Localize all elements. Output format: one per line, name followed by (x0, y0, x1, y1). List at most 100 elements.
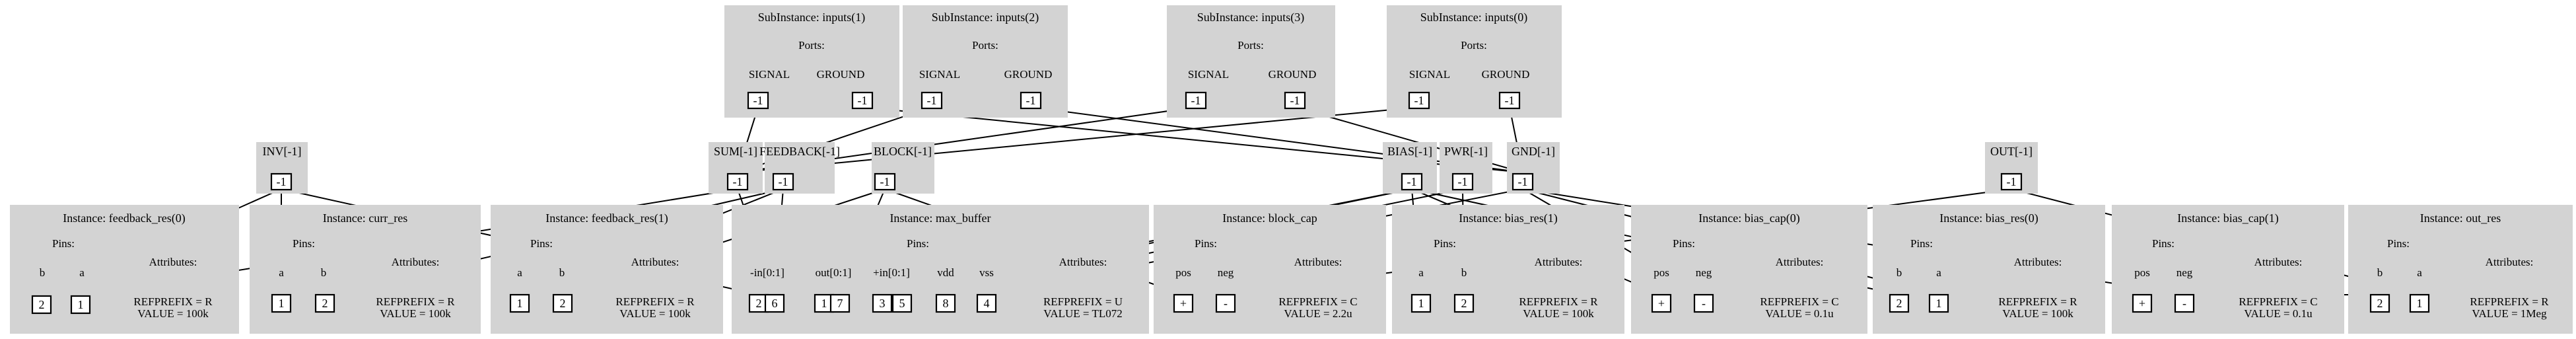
pin-b-node[interactable] (31, 295, 52, 315)
net-label: FEEDBACK[-1] (759, 145, 840, 158)
net-value: -1 (2007, 175, 2017, 188)
net-bias: BIAS[-1] -1 (1383, 142, 1437, 194)
pin-pos-node[interactable] (1173, 293, 1194, 313)
net-node[interactable] (270, 172, 293, 191)
attributes-label: Attributes: (1059, 256, 1107, 268)
pin-b-node[interactable] (1453, 293, 1475, 313)
pin-a-number: 1 (279, 297, 285, 310)
pin-b-number: 2 (2377, 297, 2383, 310)
pin-a-label: a (2417, 266, 2422, 279)
net-node[interactable] (874, 172, 896, 191)
pin-a-node[interactable] (1928, 293, 1949, 313)
port-signal-node[interactable] (1185, 91, 1207, 110)
wire-inputs0-signal (737, 106, 1420, 173)
pin-neg-node[interactable] (1215, 293, 1236, 313)
net-label: BIAS[-1] (1387, 145, 1432, 158)
port-ground-node[interactable] (1498, 91, 1521, 110)
attributes-label: Attributes: (1294, 256, 1342, 268)
pin-a-node[interactable] (2409, 293, 2430, 313)
instance-title: Instance: bias_res(1) (1459, 211, 1557, 225)
attribute-value: VALUE = 0.1u (2244, 307, 2313, 320)
pin-out-b-node[interactable] (829, 293, 851, 313)
attribute-refprefix: REFPREFIX = C (1760, 295, 1838, 308)
pin-a-node[interactable] (271, 293, 292, 313)
pin-neg-in-b-node[interactable] (764, 293, 785, 313)
instance-bias-res0: Instance: bias_res(0) Pins: b a Attribut… (1873, 205, 2105, 334)
instance-feedback-res0: Instance: feedback_res(0) Pins: b a Attr… (10, 205, 239, 334)
pin-pos-in-a-node[interactable] (872, 293, 893, 313)
instance-max-buffer: Instance: max_buffer Pins: -in[0:1] out[… (732, 205, 1149, 334)
pin-pos-number: + (1180, 297, 1187, 310)
attributes-label: Attributes: (1535, 256, 1583, 268)
pin-vss-node[interactable] (976, 293, 997, 313)
port-ground-label: GROUND (1269, 68, 1317, 81)
pin-pos-node[interactable] (2132, 293, 2153, 313)
net-node[interactable] (1451, 172, 1474, 191)
instance-title: Instance: bias_cap(1) (2177, 211, 2278, 225)
pin-pos-label: pos (1175, 266, 1191, 279)
net-value: -1 (1407, 175, 1417, 188)
net-sum: SUM[-1] -1 (709, 142, 763, 194)
pin-vss-number: 4 (984, 297, 990, 310)
net-value: -1 (1518, 175, 1528, 188)
attributes-label: Attributes: (1776, 256, 1824, 268)
pin-vdd-label: vdd (937, 266, 954, 279)
instance-title: Instance: bias_cap(0) (1698, 211, 1799, 225)
pin-pos-number: + (1658, 297, 1665, 310)
pin-b-number: 2 (39, 298, 45, 311)
instance-box (1873, 205, 2105, 334)
net-value: -1 (880, 175, 890, 188)
net-value: -1 (1458, 175, 1468, 188)
pin-b-node[interactable] (2369, 293, 2390, 313)
port-ground-node[interactable] (1284, 91, 1306, 110)
instance-bias-cap0: Instance: bias_cap(0) Pins: pos neg Attr… (1631, 205, 1867, 334)
port-ground-node[interactable] (1020, 91, 1042, 110)
net-node[interactable] (1512, 172, 1534, 191)
pin-vdd-node[interactable] (935, 293, 956, 313)
pin-a-node[interactable] (70, 295, 91, 315)
net-node[interactable] (1401, 172, 1423, 191)
pin-a-label: a (279, 266, 284, 279)
pin-pos-in-label: +in[0:1] (873, 266, 910, 279)
net-node[interactable] (772, 172, 794, 191)
pin-a-node[interactable] (509, 293, 530, 313)
pin-neg-number: - (1702, 297, 1706, 310)
net-node[interactable] (2000, 172, 2023, 191)
port-signal-node[interactable] (921, 91, 943, 110)
port-signal-node[interactable] (1408, 91, 1430, 110)
pin-b-number: 2 (560, 297, 566, 310)
subinstance-title: SubInstance: inputs(3) (1197, 11, 1304, 24)
instance-title: Instance: feedback_res(1) (545, 211, 668, 225)
attribute-value: VALUE = 1Meg (2472, 307, 2547, 320)
net-node[interactable] (726, 172, 749, 191)
net-label: PWR[-1] (1444, 145, 1488, 158)
attribute-value: VALUE = 100k (1523, 307, 1594, 320)
port-ground-value: -1 (1026, 94, 1036, 107)
pin-b-node[interactable] (314, 293, 335, 313)
port-ground-value: -1 (1505, 94, 1515, 107)
instance-title: Instance: block_cap (1222, 211, 1317, 225)
pin-a-node[interactable] (1410, 293, 1432, 313)
pin-pos-in-b-node[interactable] (891, 293, 913, 313)
attribute-value: VALUE = 100k (380, 307, 451, 320)
pin-b-label: b (559, 266, 565, 279)
pin-b-node[interactable] (552, 293, 573, 313)
attributes-label: Attributes: (392, 256, 440, 268)
pin-vss-label: vss (979, 266, 994, 279)
net-feedback: FEEDBACK[-1] -1 (759, 142, 840, 194)
attribute-refprefix: REFPREFIX = R (1998, 295, 2077, 308)
port-signal-node[interactable] (747, 91, 769, 110)
port-ground-node[interactable] (851, 91, 874, 110)
pin-b-number: 2 (1897, 297, 1902, 310)
attribute-refprefix: REFPREFIX = R (133, 295, 213, 308)
ports-label: Ports: (798, 39, 825, 52)
subinstance-inputs1: SubInstance: inputs(1) Ports: SIGNAL GRO… (724, 5, 899, 118)
pin-pos-node[interactable] (1651, 293, 1672, 313)
attribute-refprefix: REFPREFIX = R (615, 295, 695, 308)
pin-b-node[interactable] (1889, 293, 1910, 313)
pin-a-number: 1 (1418, 297, 1424, 310)
port-ground-value: -1 (858, 94, 868, 107)
net-label: INV[-1] (263, 145, 302, 158)
pin-neg-node[interactable] (2174, 293, 2195, 313)
pin-neg-node[interactable] (1693, 293, 1714, 313)
